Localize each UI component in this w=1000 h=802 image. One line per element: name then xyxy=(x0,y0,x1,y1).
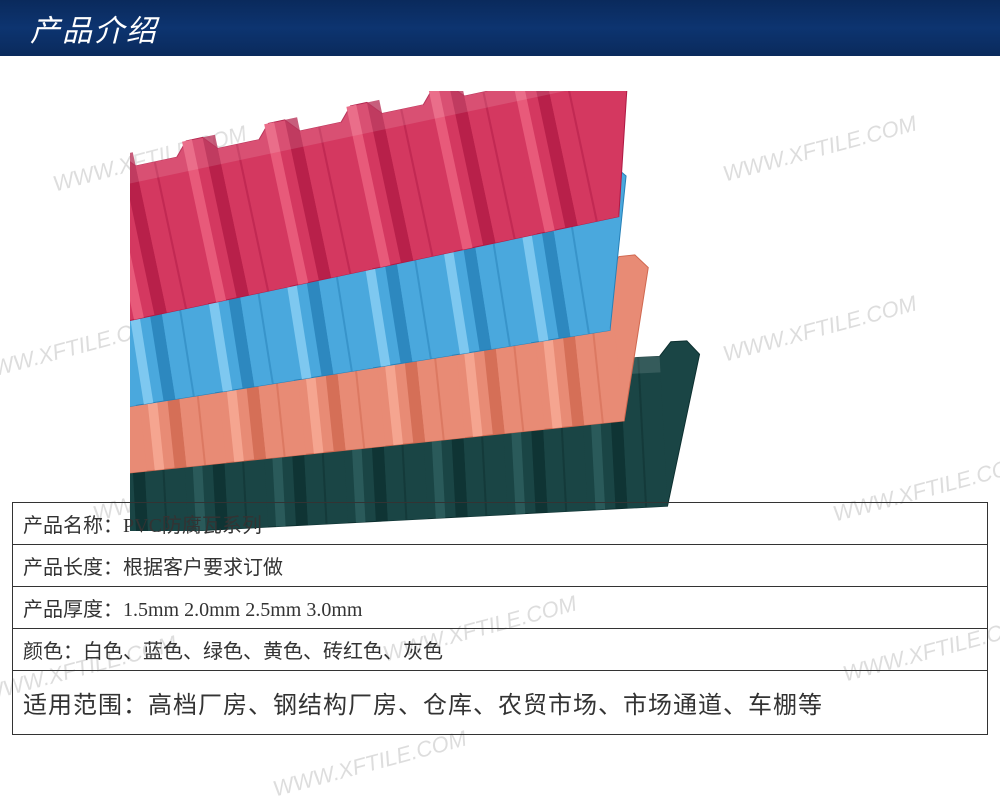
spec-row: 产品名称：PVC防腐瓦系列 xyxy=(13,503,987,545)
product-tiles-illustration xyxy=(130,91,870,531)
header-bar: 产品介绍 xyxy=(0,0,1000,56)
spec-value: 高档厂房、钢结构厂房、仓库、农贸市场、市场通道、车棚等 xyxy=(148,693,823,719)
spec-row: 产品厚度：1.5mm 2.0mm 2.5mm 3.0mm xyxy=(13,587,987,629)
spec-value: PVC防腐瓦系列 xyxy=(123,515,262,537)
product-image-area: WWW.XFTILE.COMWWW.XFTILE.COMWWW.XFTILE.C… xyxy=(0,56,1000,566)
spec-row: 产品长度：根据客户要求订做 xyxy=(13,545,987,587)
spec-value: 1.5mm 2.0mm 2.5mm 3.0mm xyxy=(123,599,362,621)
spec-label: 产品长度： xyxy=(23,557,123,579)
spec-label: 产品名称： xyxy=(23,515,123,537)
spec-label: 适用范围： xyxy=(23,693,148,719)
spec-label: 产品厚度： xyxy=(23,599,123,621)
spec-table: 产品名称：PVC防腐瓦系列产品长度：根据客户要求订做产品厚度：1.5mm 2.0… xyxy=(12,502,988,735)
watermark-text: WWW.XFTILE.COM xyxy=(270,726,470,802)
spec-row: 颜色：白色、蓝色、绿色、黄色、砖红色、灰色 xyxy=(13,629,987,671)
spec-value: 根据客户要求订做 xyxy=(123,557,283,579)
page-title: 产品介绍 xyxy=(30,6,158,50)
spec-row: 适用范围：高档厂房、钢结构厂房、仓库、农贸市场、市场通道、车棚等 xyxy=(13,671,987,734)
spec-value: 白色、蓝色、绿色、黄色、砖红色、灰色 xyxy=(83,641,443,663)
spec-label: 颜色： xyxy=(23,641,83,663)
